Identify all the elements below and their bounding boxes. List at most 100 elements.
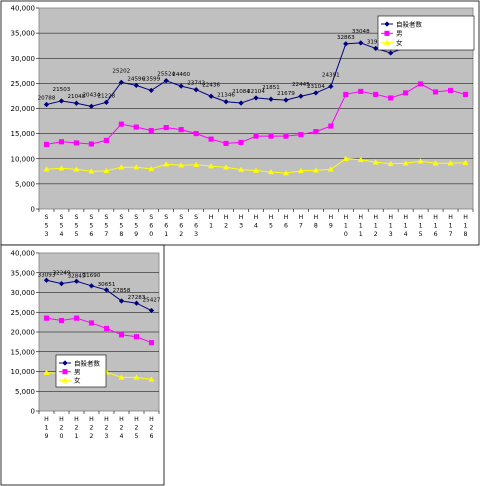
data-point bbox=[238, 166, 245, 172]
y-tick-label: 15,000 bbox=[11, 348, 36, 356]
data-point bbox=[88, 168, 95, 174]
data-point bbox=[298, 93, 304, 99]
data-point bbox=[328, 83, 334, 90]
data-point bbox=[252, 167, 260, 173]
y-tick-label: 35,000 bbox=[11, 269, 36, 277]
y-tick-label: 20,000 bbox=[11, 329, 36, 337]
data-point bbox=[133, 374, 140, 380]
y-tick-label: 0 bbox=[31, 408, 35, 416]
data-point bbox=[253, 133, 259, 139]
data-point bbox=[462, 91, 469, 97]
data-point bbox=[283, 133, 289, 139]
data-point bbox=[58, 280, 65, 287]
data-point bbox=[88, 283, 95, 289]
data-point bbox=[387, 50, 394, 56]
data-label: 22436 bbox=[202, 82, 220, 88]
data-point bbox=[462, 159, 469, 166]
legend-swatch-marker bbox=[61, 377, 69, 383]
data-point bbox=[73, 100, 80, 106]
data-point bbox=[343, 41, 349, 47]
data-label: 31690 bbox=[83, 273, 101, 279]
data-point bbox=[178, 127, 184, 133]
data-point bbox=[387, 160, 394, 167]
data-point bbox=[448, 87, 454, 93]
y-tick-label: 30,000 bbox=[11, 55, 36, 63]
data-point bbox=[327, 166, 334, 172]
data-point bbox=[133, 300, 140, 306]
data-point bbox=[223, 164, 230, 170]
data-point bbox=[73, 166, 80, 172]
data-label: 21048 bbox=[68, 94, 86, 100]
data-label: 32863 bbox=[337, 35, 355, 41]
data-label: 22445 bbox=[292, 82, 310, 88]
data-label: 30651 bbox=[98, 282, 116, 288]
data-point bbox=[208, 136, 214, 142]
data-point bbox=[103, 99, 110, 106]
series-3 bbox=[43, 155, 469, 176]
data-point bbox=[223, 98, 229, 105]
data-label: 32845 bbox=[68, 273, 86, 279]
legend-swatch-marker bbox=[383, 39, 391, 45]
data-point bbox=[282, 169, 289, 176]
data-point bbox=[372, 159, 379, 165]
data-point bbox=[133, 334, 140, 340]
data-point bbox=[178, 162, 185, 168]
data-point bbox=[208, 162, 215, 169]
data-label: 20434 bbox=[82, 92, 100, 98]
data-label: 24391 bbox=[322, 72, 340, 78]
data-point bbox=[313, 90, 319, 96]
data-point bbox=[328, 123, 334, 129]
y-tick-label: 0 bbox=[31, 206, 35, 214]
legend-entry: 自殺者数 bbox=[74, 358, 101, 367]
data-label: 24596 bbox=[127, 76, 145, 82]
data-point bbox=[193, 86, 199, 93]
data-label: 21679 bbox=[277, 91, 295, 97]
data-label: 23742 bbox=[187, 81, 205, 87]
data-label: 21084 bbox=[232, 89, 250, 95]
y-tick-label: 40,000 bbox=[11, 5, 36, 13]
data-point bbox=[43, 369, 50, 375]
data-point bbox=[103, 137, 109, 143]
data-point bbox=[178, 83, 184, 89]
data-point bbox=[238, 100, 244, 106]
data-point bbox=[268, 133, 274, 139]
data-point bbox=[163, 161, 170, 167]
data-point bbox=[447, 160, 454, 166]
legend-entry: 女 bbox=[74, 376, 81, 385]
data-point bbox=[58, 98, 65, 104]
data-label: 27283 bbox=[128, 295, 146, 301]
data-point bbox=[163, 77, 169, 84]
data-point bbox=[118, 121, 124, 127]
data-point bbox=[358, 40, 364, 46]
data-label: 27858 bbox=[113, 288, 131, 294]
data-point bbox=[118, 298, 125, 304]
data-point bbox=[73, 315, 80, 321]
data-point bbox=[88, 320, 95, 326]
data-point bbox=[267, 168, 274, 175]
data-point bbox=[403, 90, 409, 96]
y-tick-label: 25,000 bbox=[11, 80, 36, 88]
y-tick-label: 20,000 bbox=[11, 105, 36, 113]
y-tick-label: 40,000 bbox=[11, 250, 36, 258]
y-tick-label: 10,000 bbox=[11, 155, 36, 163]
data-point bbox=[313, 129, 319, 135]
data-point bbox=[283, 97, 289, 103]
